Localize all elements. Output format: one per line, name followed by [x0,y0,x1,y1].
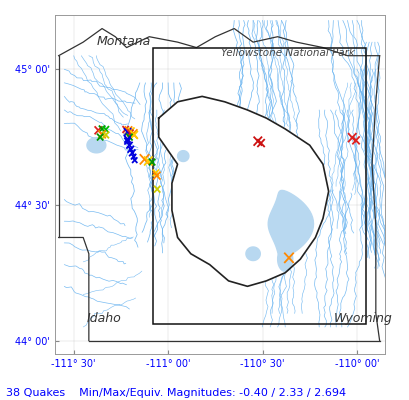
Polygon shape [158,96,328,286]
Text: 38 Quakes    Min/Max/Equiv. Magnitudes: -0.40 / 2.33 / 2.694: 38 Quakes Min/Max/Equiv. Magnitudes: -0.… [6,388,346,398]
Text: Montana: Montana [96,35,150,48]
Polygon shape [177,151,189,162]
Polygon shape [245,247,260,260]
Polygon shape [87,138,106,153]
Text: Wyoming: Wyoming [333,312,392,324]
Text: Yellowstone National Park: Yellowstone National Park [220,48,354,58]
Polygon shape [277,247,292,271]
Text: Idaho: Idaho [87,312,121,324]
Bar [153,48,366,324]
Polygon shape [267,190,313,258]
